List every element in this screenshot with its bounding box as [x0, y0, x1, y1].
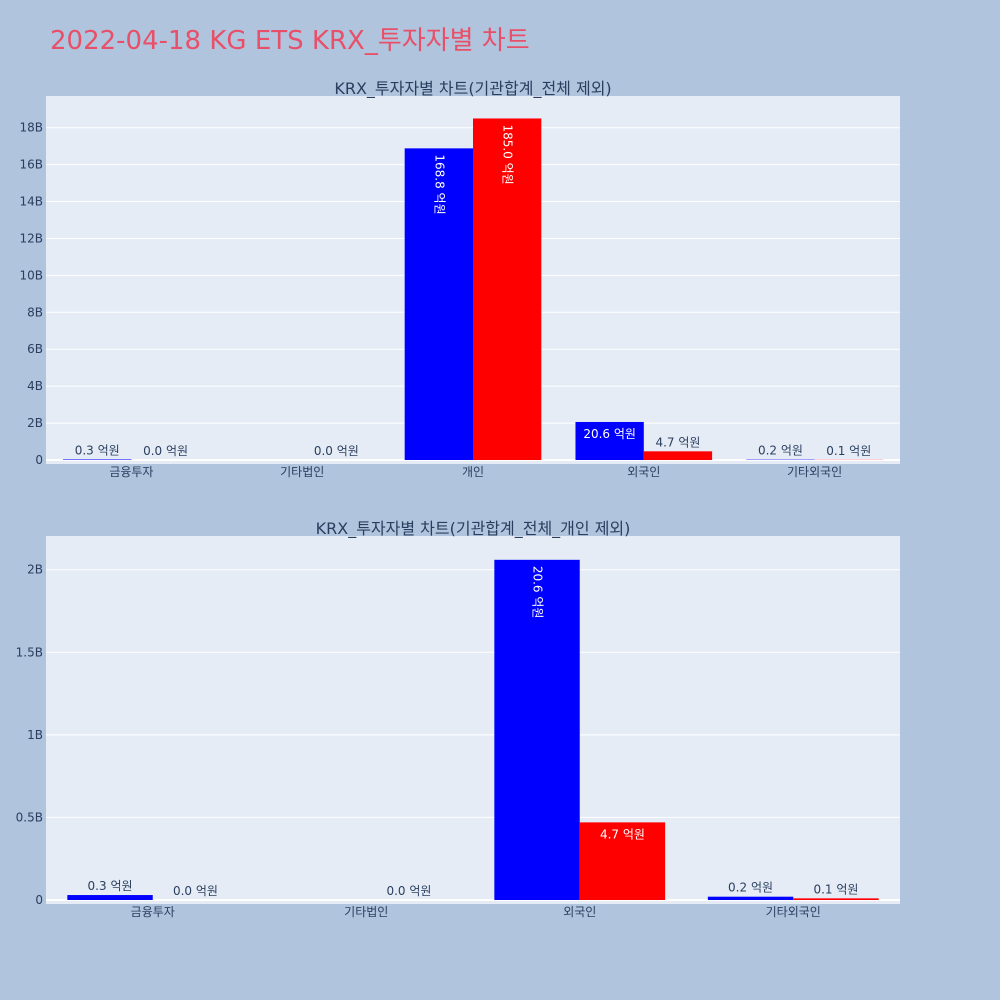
- data-label: 0.2 억원: [758, 444, 803, 458]
- data-label: 168.8 억원: [432, 154, 446, 214]
- x-tick-label: 기타법인: [280, 465, 324, 479]
- y-tick-label: 12B: [19, 231, 43, 245]
- y-tick-label: 1.5B: [16, 645, 43, 659]
- bar: [575, 421, 644, 460]
- y-tick-label: 0: [35, 453, 43, 467]
- bar: [67, 895, 153, 900]
- chart-title: KRX_투자자별 차트(기관합계_전체 제외): [334, 79, 611, 99]
- data-label: 0.0 억원: [386, 884, 431, 898]
- data-label: 0.0 억원: [143, 444, 188, 458]
- data-label: 0.2 억원: [728, 881, 773, 895]
- data-label: 0.1 억원: [826, 444, 871, 458]
- y-tick-label: 2B: [27, 563, 43, 577]
- y-tick-label: 14B: [19, 195, 43, 209]
- x-tick-label: 외국인: [563, 905, 596, 919]
- chart-title: KRX_투자자별 차트(기관합계_전체_개인 제외): [316, 519, 631, 539]
- x-tick-label: 개인: [462, 465, 484, 479]
- data-label: 0.3 억원: [75, 443, 120, 457]
- x-tick-label: 기타외국인: [766, 905, 821, 919]
- page-title: 2022-04-18 KG ETS KRX_투자자별 차트: [50, 26, 530, 56]
- data-label: 0.1 억원: [813, 882, 858, 896]
- y-tick-label: 0: [35, 893, 43, 907]
- y-tick-label: 10B: [19, 268, 43, 282]
- y-tick-label: 16B: [19, 158, 43, 172]
- y-tick-label: 1B: [27, 728, 43, 742]
- plot-area: [46, 536, 900, 904]
- data-label: 0.0 억원: [173, 884, 218, 898]
- data-label: 0.3 억원: [88, 879, 133, 893]
- x-tick-label: 기타법인: [344, 905, 388, 919]
- bar: [494, 559, 580, 900]
- y-tick-label: 4B: [27, 379, 43, 393]
- x-tick-label: 기타외국인: [787, 465, 842, 479]
- x-tick-label: 금융투자: [109, 465, 153, 479]
- data-label: 185.0 억원: [501, 124, 515, 184]
- chart-1: 0 2B 4B 6B 8B 10B 12B 14B 16B 18B KRX_투자자별 차트(기관합계…: [19, 79, 900, 479]
- bar: [793, 898, 879, 900]
- bar: [579, 822, 666, 900]
- data-label: 4.7 억원: [600, 827, 645, 841]
- bar: [473, 118, 542, 460]
- data-label: 20.6 억원: [583, 427, 636, 441]
- x-tick-label: 금융투자: [131, 905, 175, 919]
- data-label: 20.6 억원: [531, 566, 545, 619]
- y-tick-label: 0.5B: [16, 810, 43, 824]
- chart-2: 0 0.5B 1B 1.5B 2B KRX_투자자별 차트(기관합계_전체_개인 제외) 금…: [16, 519, 900, 919]
- bar: [643, 451, 713, 460]
- bar: [63, 459, 132, 460]
- y-tick-label: 18B: [19, 121, 43, 135]
- data-label: 0.0 억원: [314, 444, 359, 458]
- bar: [707, 896, 794, 900]
- data-label: 4.7 억원: [655, 435, 700, 449]
- y-tick-label: 2B: [27, 416, 43, 430]
- y-tick-label: 6B: [27, 342, 43, 356]
- bar: [404, 148, 473, 460]
- x-tick-label: 외국인: [627, 465, 660, 479]
- y-tick-label: 8B: [27, 305, 43, 319]
